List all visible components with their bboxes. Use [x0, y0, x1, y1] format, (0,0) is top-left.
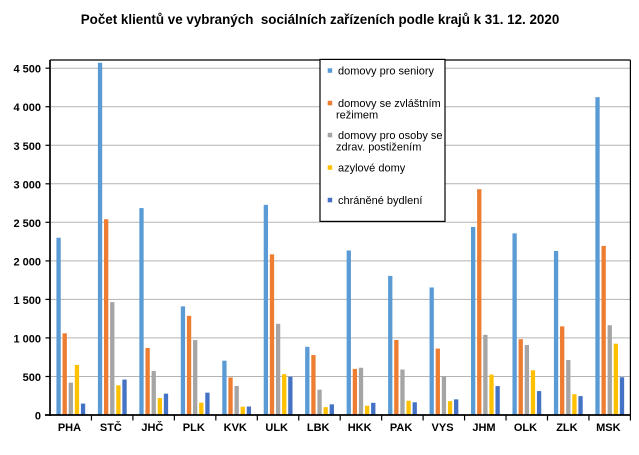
svg-text:PLK: PLK	[183, 422, 205, 434]
svg-text:2 000: 2 000	[13, 256, 41, 268]
svg-text:ZLK: ZLK	[556, 422, 577, 434]
svg-text:domovy se zvláštním: domovy se zvláštním	[338, 98, 441, 110]
svg-text:ULK: ULK	[265, 422, 288, 434]
svg-text:1 000: 1 000	[13, 333, 41, 345]
svg-text:HKK: HKK	[348, 422, 372, 434]
svg-text:MSK: MSK	[596, 422, 621, 434]
svg-text:LBK: LBK	[307, 422, 330, 434]
svg-text:4 000: 4 000	[13, 102, 41, 114]
svg-text:3 500: 3 500	[13, 141, 41, 153]
svg-text:azylové domy: azylové domy	[338, 162, 406, 174]
svg-text:2 500: 2 500	[13, 218, 41, 230]
svg-text:3 000: 3 000	[13, 179, 41, 191]
svg-text:JHM: JHM	[472, 422, 495, 434]
svg-text:4 500: 4 500	[13, 64, 41, 76]
svg-text:KVK: KVK	[224, 422, 247, 434]
svg-text:VYS: VYS	[432, 422, 454, 434]
svg-text:domovy pro osoby se: domovy pro osoby se	[338, 130, 443, 142]
svg-text:JHČ: JHČ	[141, 421, 163, 434]
svg-text:PAK: PAK	[390, 422, 412, 434]
svg-text:zdrav. postižením: zdrav. postižením	[336, 141, 421, 153]
svg-text:Počet klientů ve vybraných so: Počet klientů ve vybraných sociálních za…	[81, 12, 560, 27]
svg-text:chráněné bydlení: chráněné bydlení	[338, 195, 422, 207]
svg-text:STČ: STČ	[100, 421, 122, 434]
svg-text:PHA: PHA	[58, 422, 81, 434]
svg-text:500: 500	[23, 372, 41, 384]
svg-text:domovy pro seniory: domovy pro seniory	[338, 65, 434, 77]
svg-text:režimem: režimem	[336, 109, 378, 121]
svg-text:1 500: 1 500	[13, 295, 41, 307]
svg-text:0: 0	[35, 411, 41, 423]
svg-text:OLK: OLK	[514, 422, 537, 434]
